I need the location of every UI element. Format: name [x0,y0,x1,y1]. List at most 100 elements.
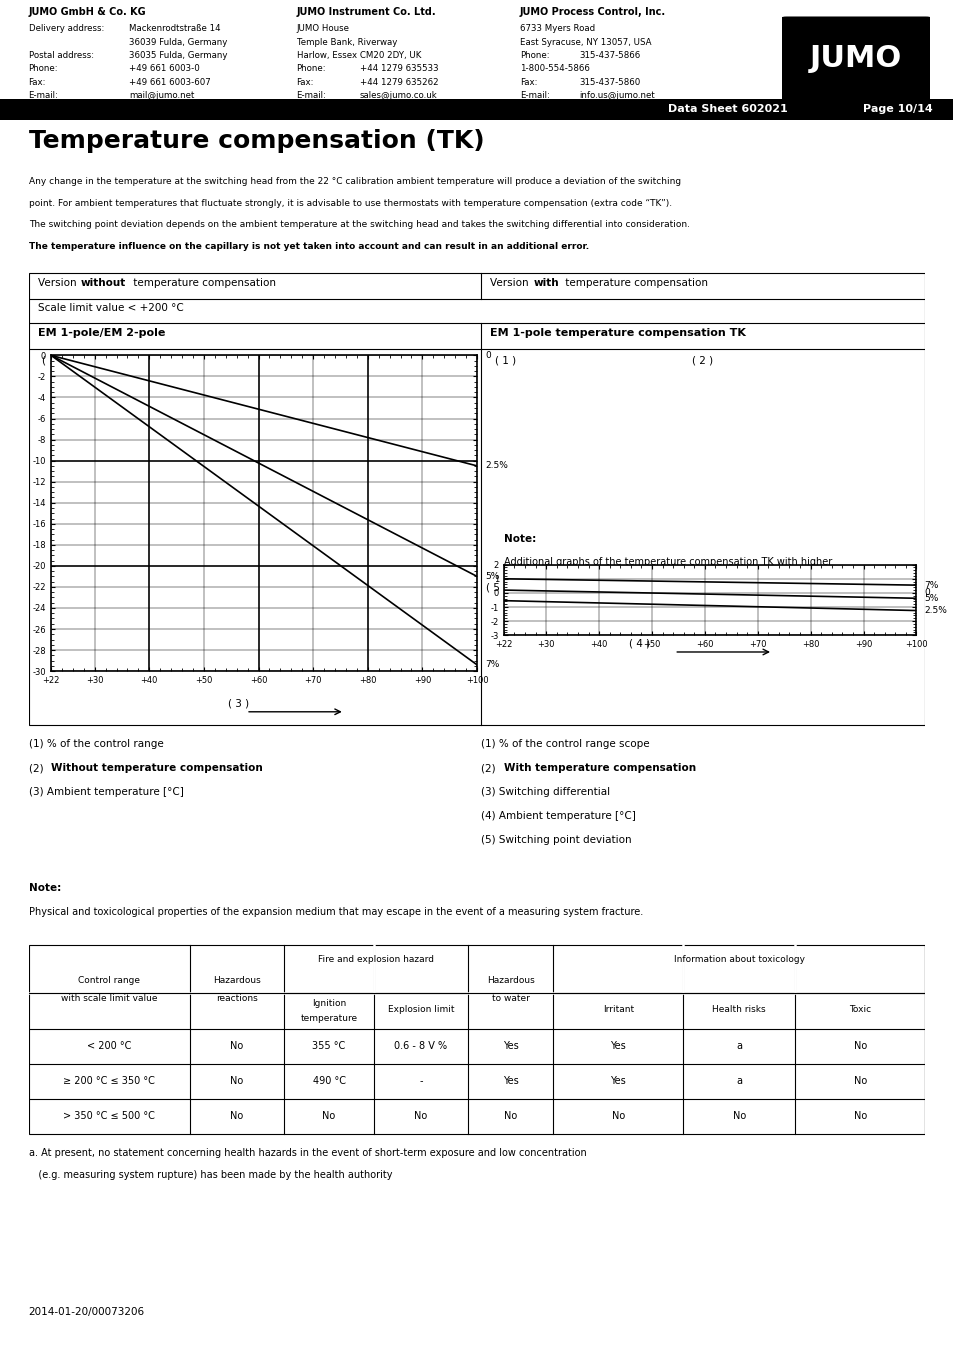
Text: Temple Bank, Riverway: Temple Bank, Riverway [296,38,396,47]
Text: Fax:: Fax: [519,78,537,86]
Text: www.jumo.net: www.jumo.net [129,104,190,113]
Text: No: No [853,1111,866,1122]
Text: Yes: Yes [502,1076,518,1087]
Text: ( 3 ): ( 3 ) [228,698,249,709]
Text: The temperature influence on the capillary is not yet taken into account and can: The temperature influence on the capilla… [29,242,588,251]
Text: No: No [231,1076,243,1087]
Text: 2.5%: 2.5% [485,462,508,470]
Text: 2014-01-20/00073206: 2014-01-20/00073206 [29,1307,145,1318]
Text: Page 10/14: Page 10/14 [862,104,932,115]
Text: Ignition: Ignition [312,999,346,1008]
Text: No: No [853,1076,866,1087]
Text: E-mail:: E-mail: [519,90,549,100]
Text: With temperature compensation: With temperature compensation [503,763,696,774]
Text: No: No [732,1111,745,1122]
Text: point. For ambient temperatures that fluctuate strongly, it is advisable to use : point. For ambient temperatures that flu… [29,198,671,208]
Text: (3) Switching differential: (3) Switching differential [481,787,610,796]
Text: Note:: Note: [29,883,61,892]
Text: quest.: quest. [503,601,534,610]
Text: Delivery address:: Delivery address: [29,24,104,34]
Text: temperature compensation: temperature compensation [130,278,275,288]
Text: +49 661 6003-607: +49 661 6003-607 [129,78,211,86]
Text: 315-437-5860: 315-437-5860 [578,78,639,86]
Text: Phone:: Phone: [29,65,58,73]
Text: East Syracuse, NY 13057, USA: East Syracuse, NY 13057, USA [519,38,651,47]
Text: JUMO Instrument Co. Ltd.: JUMO Instrument Co. Ltd. [296,7,436,16]
Text: Postal address:: Postal address: [29,51,93,61]
Text: Internet:: Internet: [29,104,66,113]
Text: Phone:: Phone: [296,65,326,73]
Text: 36039 Fulda, Germany: 36039 Fulda, Germany [129,38,227,47]
Text: Fax:: Fax: [29,78,46,86]
Text: The switching point deviation depends on the ambient temperature at the switchin: The switching point deviation depends on… [29,220,689,230]
Text: Yes: Yes [610,1076,625,1087]
Text: 315-437-5866: 315-437-5866 [578,51,639,61]
Text: Any change in the temperature at the switching head from the 22 °C calibration a: Any change in the temperature at the swi… [29,177,680,186]
Text: Temperature compensation (TK): Temperature compensation (TK) [29,130,484,154]
Text: 5%: 5% [923,594,938,602]
Text: 2.5%: 2.5% [923,606,946,616]
Text: No: No [853,1041,866,1052]
Text: Phone:: Phone: [519,51,549,61]
Text: (3) Ambient temperature [°C]: (3) Ambient temperature [°C] [29,787,183,796]
Text: Toxic: Toxic [848,1004,870,1014]
Text: (2): (2) [29,763,47,774]
Text: ( 4 ): ( 4 ) [629,639,650,648]
Text: JUMO: JUMO [809,43,902,73]
Text: +44 1279 635262: +44 1279 635262 [359,78,438,86]
Text: Irritant: Irritant [602,1004,633,1014]
Text: No: No [322,1111,335,1122]
Text: No: No [231,1111,243,1122]
Text: temperature: temperature [300,1014,357,1023]
Text: (1) % of the control range scope: (1) % of the control range scope [481,740,649,749]
Text: Version: Version [490,278,532,288]
Text: -: - [418,1076,422,1087]
Text: ( 2 ): ( 2 ) [692,355,713,366]
Text: Harlow, Essex CM20 2DY, UK: Harlow, Essex CM20 2DY, UK [296,51,420,61]
Text: with: with [533,278,558,288]
Text: Yes: Yes [610,1041,625,1052]
Text: E-mail:: E-mail: [296,90,326,100]
Text: Scale limit value < +200 °C: Scale limit value < +200 °C [37,302,183,313]
Text: temperature compensation: temperature compensation [561,278,707,288]
Text: Fire and explosion hazard: Fire and explosion hazard [317,954,434,964]
Text: No: No [231,1041,243,1052]
Text: 355 °C: 355 °C [312,1041,345,1052]
FancyBboxPatch shape [777,18,934,99]
Text: (2): (2) [481,763,498,774]
Text: Mackenrodtstraße 14: Mackenrodtstraße 14 [129,24,220,34]
Text: Fax:: Fax: [296,78,314,86]
Text: JUMO GmbH & Co. KG: JUMO GmbH & Co. KG [29,7,146,16]
Text: EM 1-pole temperature compensation TK: EM 1-pole temperature compensation TK [490,328,745,338]
Bar [29,273,924,725]
Text: E-mail:: E-mail: [29,90,58,100]
Text: No: No [611,1111,624,1122]
Text: (1) % of the control range: (1) % of the control range [29,740,163,749]
Text: Information about toxicology: Information about toxicology [673,954,804,964]
Text: (5) Switching point deviation: (5) Switching point deviation [481,836,632,845]
Text: a. At present, no statement concerning health hazards in the event of short-term: a. At present, no statement concerning h… [29,1149,586,1158]
Text: Data Sheet 602021: Data Sheet 602021 [667,104,787,115]
Text: Health risks: Health risks [712,1004,765,1014]
Text: 6733 Myers Road: 6733 Myers Road [519,24,595,34]
Text: ( 1 ): ( 1 ) [42,355,63,366]
Text: a: a [736,1041,741,1052]
Text: JUMO House: JUMO House [296,24,349,34]
Text: 0.6 - 8 V %: 0.6 - 8 V % [394,1041,447,1052]
Text: 490 °C: 490 °C [313,1076,345,1087]
Text: ≥ 200 °C ≤ 350 °C: ≥ 200 °C ≤ 350 °C [63,1076,155,1087]
Text: 0: 0 [485,351,491,360]
Text: www.jumo.co.uk: www.jumo.co.uk [359,104,429,113]
Text: ( 5 ): ( 5 ) [485,583,507,593]
Text: EM 1-pole/EM 2-pole: EM 1-pole/EM 2-pole [37,328,165,338]
Text: Hazardous: Hazardous [486,976,534,986]
Text: Explosion limit: Explosion limit [387,1004,454,1014]
Text: a: a [736,1076,741,1087]
Text: 1-800-554-5866: 1-800-554-5866 [519,65,589,73]
Text: No: No [503,1111,517,1122]
Text: 36035 Fulda, Germany: 36035 Fulda, Germany [129,51,228,61]
Text: sales@jumo.co.uk: sales@jumo.co.uk [359,90,437,100]
Text: without: without [81,278,126,288]
Text: 5%: 5% [485,572,499,580]
Text: Internet:: Internet: [519,104,557,113]
